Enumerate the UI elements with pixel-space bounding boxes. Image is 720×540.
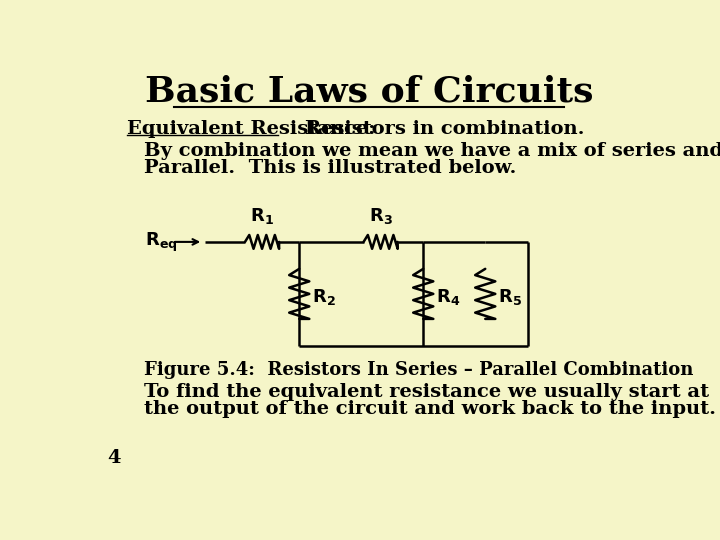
Text: Basic Laws of Circuits: Basic Laws of Circuits — [145, 74, 593, 108]
Text: Resistors in combination.: Resistors in combination. — [277, 120, 584, 138]
Text: $\mathbf{R_1}$: $\mathbf{R_1}$ — [250, 206, 274, 226]
Text: $\mathbf{R_4}$: $\mathbf{R_4}$ — [436, 287, 461, 307]
Text: $\mathbf{R_5}$: $\mathbf{R_5}$ — [498, 287, 523, 307]
Text: $\mathbf{R_2}$: $\mathbf{R_2}$ — [312, 287, 336, 307]
Text: 4: 4 — [107, 449, 120, 467]
Text: Equivalent Resistance:: Equivalent Resistance: — [127, 120, 376, 138]
Text: By combination we mean we have a mix of series and: By combination we mean we have a mix of … — [144, 142, 720, 160]
Text: $\mathbf{R_3}$: $\mathbf{R_3}$ — [369, 206, 392, 226]
Text: To find the equivalent resistance we usually start at: To find the equivalent resistance we usu… — [144, 383, 709, 401]
Text: Parallel.  This is illustrated below.: Parallel. This is illustrated below. — [144, 159, 517, 177]
Text: the output of the circuit and work back to the input.: the output of the circuit and work back … — [144, 400, 716, 418]
Text: $\mathbf{R_{eq}}$: $\mathbf{R_{eq}}$ — [145, 230, 178, 253]
Text: Figure 5.4:  Resistors In Series – Parallel Combination: Figure 5.4: Resistors In Series – Parall… — [144, 361, 693, 379]
